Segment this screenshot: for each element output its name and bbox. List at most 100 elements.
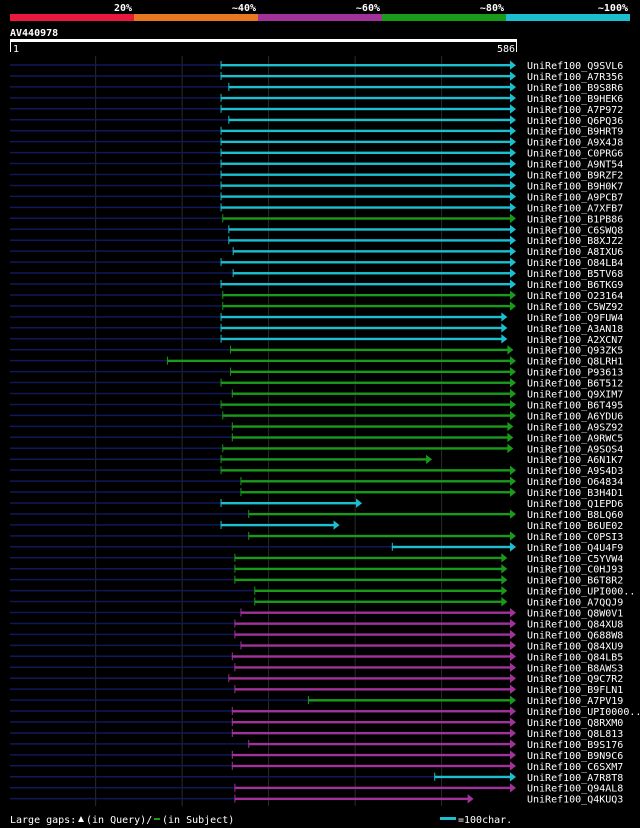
hit-label[interactable]: UniRef100_Q4KUQ3 xyxy=(527,795,623,806)
hit-row[interactable]: UniRef100_C5WZ92 xyxy=(10,301,623,313)
hit-row[interactable]: UniRef100_Q9XIM7 xyxy=(10,389,623,401)
hit-row[interactable]: UniRef100_A7R356 xyxy=(10,71,623,83)
hit-label[interactable]: UniRef100_Q6PQ36 xyxy=(527,116,623,127)
hit-row[interactable]: UniRef100_A9PCB7 xyxy=(10,191,623,204)
hit-row[interactable]: UniRef100_B1PB86 xyxy=(10,213,623,226)
hit-label[interactable]: UniRef100_A9NT54 xyxy=(527,160,623,171)
hit-label[interactable]: UniRef100_B3H4D1 xyxy=(527,488,623,499)
hit-label[interactable]: UniRef100_C6SWQ8 xyxy=(527,225,623,236)
hit-label[interactable]: UniRef100_B8LQ60 xyxy=(527,510,623,521)
hit-row[interactable]: UniRef100_B9S8R6 xyxy=(10,82,623,94)
hit-row[interactable]: UniRef100_Q93ZK5 xyxy=(10,345,623,357)
hit-row[interactable]: UniRef100_B9HEK6 xyxy=(10,93,623,105)
hit-row[interactable]: UniRef100_Q84XU9 xyxy=(10,640,623,653)
hit-row[interactable]: UniRef100_B6UE02 xyxy=(10,520,623,532)
hit-row[interactable]: UniRef100_C6SXM7 xyxy=(10,761,623,773)
hit-label[interactable]: UniRef100_Q94AL8 xyxy=(527,784,623,795)
hit-row[interactable]: UniRef100_UPI000.. xyxy=(10,586,635,598)
hit-label[interactable]: UniRef100_Q9C7R2 xyxy=(527,674,623,685)
hit-row[interactable]: UniRef100_Q4KUQ3 xyxy=(10,794,623,806)
hit-row[interactable]: UniRef100_A9SOS4 xyxy=(10,443,623,456)
hit-row[interactable]: UniRef100_Q8W0V1 xyxy=(10,608,623,620)
hit-row[interactable]: UniRef100_B6TKG9 xyxy=(10,279,623,292)
hit-row[interactable]: UniRef100_UPI0000.. xyxy=(10,706,640,719)
hit-label[interactable]: UniRef100_B9S8R6 xyxy=(527,83,623,94)
hit-label[interactable]: UniRef100_Q8W0V1 xyxy=(527,609,623,620)
hit-row[interactable]: UniRef100_O23164 xyxy=(10,290,623,302)
hit-row[interactable]: UniRef100_Q84XU8 xyxy=(10,618,623,631)
hit-label[interactable]: UniRef100_B9HEK6 xyxy=(527,94,623,105)
hit-row[interactable]: UniRef100_B9H0K7 xyxy=(10,180,623,193)
hit-label[interactable]: UniRef100_P93613 xyxy=(527,368,623,379)
hit-row[interactable]: UniRef100_B9N9C6 xyxy=(10,750,623,762)
hit-label[interactable]: UniRef100_A7R356 xyxy=(527,72,623,83)
hit-label[interactable]: UniRef100_Q84XU8 xyxy=(527,619,623,630)
hit-row[interactable]: UniRef100_A9S4D3 xyxy=(10,465,623,478)
hit-row[interactable]: UniRef100_Q8L813 xyxy=(10,728,623,740)
hit-label[interactable]: UniRef100_Q8L813 xyxy=(527,729,623,740)
hit-row[interactable]: UniRef100_A9SZ92 xyxy=(10,421,623,434)
hit-row[interactable]: UniRef100_B8XJZ2 xyxy=(10,235,623,248)
hit-label[interactable]: UniRef100_O64834 xyxy=(527,477,623,488)
hit-label[interactable]: UniRef100_Q8RXM0 xyxy=(527,718,623,729)
hit-row[interactable]: UniRef100_A2XCN7 xyxy=(10,334,623,346)
hit-label[interactable]: UniRef100_Q9SVL6 xyxy=(527,61,623,72)
hit-label[interactable]: UniRef100_B8XJZ2 xyxy=(527,236,623,247)
hit-row[interactable]: UniRef100_Q4U4F9 xyxy=(10,542,623,554)
hit-row[interactable]: UniRef100_B8LQ60 xyxy=(10,509,623,521)
hit-row[interactable]: UniRef100_Q1EPD6 xyxy=(10,498,623,511)
hit-label[interactable]: UniRef100_A7XFB7 xyxy=(527,203,623,214)
hit-label[interactable]: UniRef100_C5WZ92 xyxy=(527,302,623,313)
hit-label[interactable]: UniRef100_C5YVW4 xyxy=(527,554,623,565)
hit-label[interactable]: UniRef100_C0PRG6 xyxy=(527,149,623,160)
hit-label[interactable]: UniRef100_B6UE02 xyxy=(527,521,623,532)
hit-label[interactable]: UniRef100_B9H0K7 xyxy=(527,181,623,192)
hit-row[interactable]: UniRef100_P93613 xyxy=(10,367,623,379)
hit-label[interactable]: UniRef100_A8IXU6 xyxy=(527,247,623,258)
hit-row[interactable]: UniRef100_A7PV19 xyxy=(10,695,623,708)
hit-label[interactable]: UniRef100_C0PSI3 xyxy=(527,532,623,543)
hit-label[interactable]: UniRef100_A6YDU6 xyxy=(527,411,623,422)
hit-row[interactable]: UniRef100_A6N1K7 xyxy=(10,454,623,467)
hit-label[interactable]: UniRef100_B8AWS3 xyxy=(527,663,623,674)
hit-label[interactable]: UniRef100_B9S176 xyxy=(527,740,623,751)
hit-row[interactable]: UniRef100_C5YVW4 xyxy=(10,553,623,565)
hit-row[interactable]: UniRef100_B3H4D1 xyxy=(10,487,623,500)
hit-row[interactable]: UniRef100_A7QQJ9 xyxy=(10,597,623,609)
hit-label[interactable]: UniRef100_B9FLN1 xyxy=(527,685,623,696)
hit-row[interactable]: UniRef100_Q8LRH1 xyxy=(10,356,623,368)
hit-row[interactable]: UniRef100_B5TV68 xyxy=(10,268,623,281)
hit-row[interactable]: UniRef100_C6SWQ8 xyxy=(10,224,623,237)
hit-label[interactable]: UniRef100_C0HJ93 xyxy=(527,565,623,576)
hit-label[interactable]: UniRef100_B9HRT9 xyxy=(527,127,623,138)
hit-row[interactable]: UniRef100_Q94AL8 xyxy=(10,783,623,795)
hit-row[interactable]: UniRef100_A9NT54 xyxy=(10,159,623,171)
hit-row[interactable]: UniRef100_A3AN18 xyxy=(10,323,623,335)
hit-row[interactable]: UniRef100_A8IXU6 xyxy=(10,246,623,259)
hit-label[interactable]: UniRef100_B6TKG9 xyxy=(527,280,623,291)
hit-label[interactable]: UniRef100_O84LB4 xyxy=(527,258,623,269)
hit-label[interactable]: UniRef100_B9N9C6 xyxy=(527,751,623,762)
hit-row[interactable]: UniRef100_A7R8T8 xyxy=(10,772,623,784)
hit-label[interactable]: UniRef100_A7QQJ9 xyxy=(527,598,623,609)
hit-label[interactable]: UniRef100_A7PV19 xyxy=(527,696,623,707)
hit-label[interactable]: UniRef100_B6T8R2 xyxy=(527,576,623,587)
hit-label[interactable]: UniRef100_A9S4D3 xyxy=(527,466,623,477)
hit-label[interactable]: UniRef100_A2XCN7 xyxy=(527,335,623,346)
hit-label[interactable]: UniRef100_O23164 xyxy=(527,291,623,302)
hit-row[interactable]: UniRef100_O64834 xyxy=(10,476,623,489)
hit-row[interactable]: UniRef100_C0PSI3 xyxy=(10,531,623,543)
hit-row[interactable]: UniRef100_B9HRT9 xyxy=(10,126,623,138)
hit-row[interactable]: UniRef100_Q8RXM0 xyxy=(10,717,623,730)
hit-row[interactable]: UniRef100_A7XFB7 xyxy=(10,202,623,215)
hit-row[interactable]: UniRef100_B6T8R2 xyxy=(10,575,623,587)
hit-row[interactable]: UniRef100_Q6PQ36 xyxy=(10,115,623,127)
hit-label[interactable]: UniRef100_B6T495 xyxy=(527,400,623,411)
hit-label[interactable]: UniRef100_C6SXM7 xyxy=(527,762,623,773)
hit-label[interactable]: UniRef100_B5TV68 xyxy=(527,269,623,280)
hit-label[interactable]: UniRef100_A9X4J8 xyxy=(527,138,623,149)
hit-row[interactable]: UniRef100_O84LB4 xyxy=(10,257,623,270)
hit-label[interactable]: UniRef100_Q8LRH1 xyxy=(527,357,623,368)
hit-label[interactable]: UniRef100_A7R8T8 xyxy=(527,773,623,784)
hit-row[interactable]: UniRef100_B9S176 xyxy=(10,739,623,751)
